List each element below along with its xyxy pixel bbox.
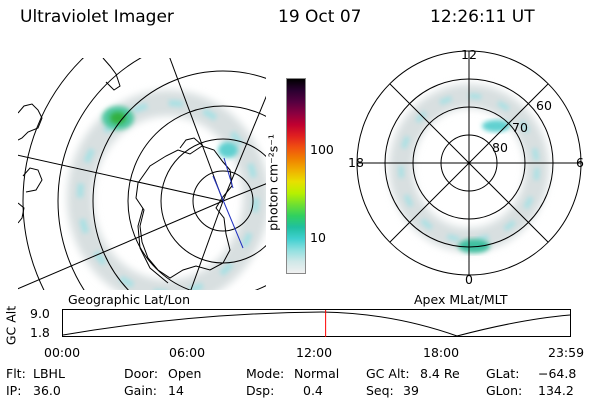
gain-value: 14 <box>168 383 184 398</box>
image-title: Ultraviolet Imager <box>20 7 174 27</box>
gcalt-value: 8.4 Re <box>420 366 460 381</box>
glat-value: −64.8 <box>538 366 577 381</box>
glat-label: GLat: <box>486 366 520 381</box>
satellite-track <box>212 157 244 249</box>
mlat-label-70: 70 <box>512 120 528 135</box>
colorbar-tick-10: 10 <box>310 230 326 245</box>
auroral-emission-geo <box>67 90 266 290</box>
mlt-label-0: 0 <box>465 272 473 286</box>
seq-value: 39 <box>403 383 419 398</box>
alt-axis-label: GC Alt <box>3 305 19 346</box>
dsp-label: Dsp: <box>246 383 275 398</box>
time-tick-2359: 23:59 <box>548 345 585 360</box>
time-tick-0000: 00:00 <box>44 345 81 360</box>
altitude-plot <box>62 309 571 337</box>
mode-value: Normal <box>294 366 340 381</box>
dsp-value: 0.4 <box>303 383 323 398</box>
colorbar-label: photon cm⁻²s⁻¹ <box>265 134 281 231</box>
meridians <box>18 58 266 290</box>
image-date: 19 Oct 07 <box>278 7 362 27</box>
alt-tick-9: 9.0 <box>30 306 50 321</box>
filter-value: LBHL <box>33 366 65 381</box>
mode-label: Mode: <box>246 366 285 381</box>
glon-label: GLon: <box>486 383 523 398</box>
door-label: Door: <box>124 366 159 381</box>
mlat-label-80: 80 <box>492 140 508 155</box>
time-tick-1800: 18:00 <box>423 345 460 360</box>
gcalt-label: GC Alt: <box>366 366 410 381</box>
time-tick-0600: 06:00 <box>169 345 206 360</box>
polar-grid <box>356 50 582 276</box>
polar-plot: 12 18 6 0 60 70 80 <box>348 50 584 286</box>
alt-tick-1-8: 1.8 <box>30 325 50 340</box>
gain-label: Gain: <box>124 383 157 398</box>
left-panel-label: Geographic Lat/Lon <box>68 292 190 307</box>
mlt-label-6: 6 <box>576 155 584 170</box>
seq-label: Seq: <box>366 383 394 398</box>
colorbar-tick-100: 100 <box>310 142 334 157</box>
geographic-map <box>18 58 266 290</box>
colorbar <box>286 78 306 274</box>
mlt-label-12: 12 <box>461 50 477 62</box>
mlat-label-60: 60 <box>536 98 552 113</box>
time-tick-1200: 12:00 <box>296 345 333 360</box>
right-panel-label: Apex MLat/MLT <box>414 292 508 307</box>
coastlines <box>18 58 233 284</box>
door-value: Open <box>168 366 202 381</box>
image-time: 12:26:11 UT <box>430 7 535 27</box>
mlt-label-18: 18 <box>348 155 364 170</box>
glon-value: 134.2 <box>538 383 574 398</box>
ip-value: 36.0 <box>33 383 61 398</box>
ip-label: IP: <box>6 383 22 398</box>
filter-label: Flt: <box>6 366 26 381</box>
